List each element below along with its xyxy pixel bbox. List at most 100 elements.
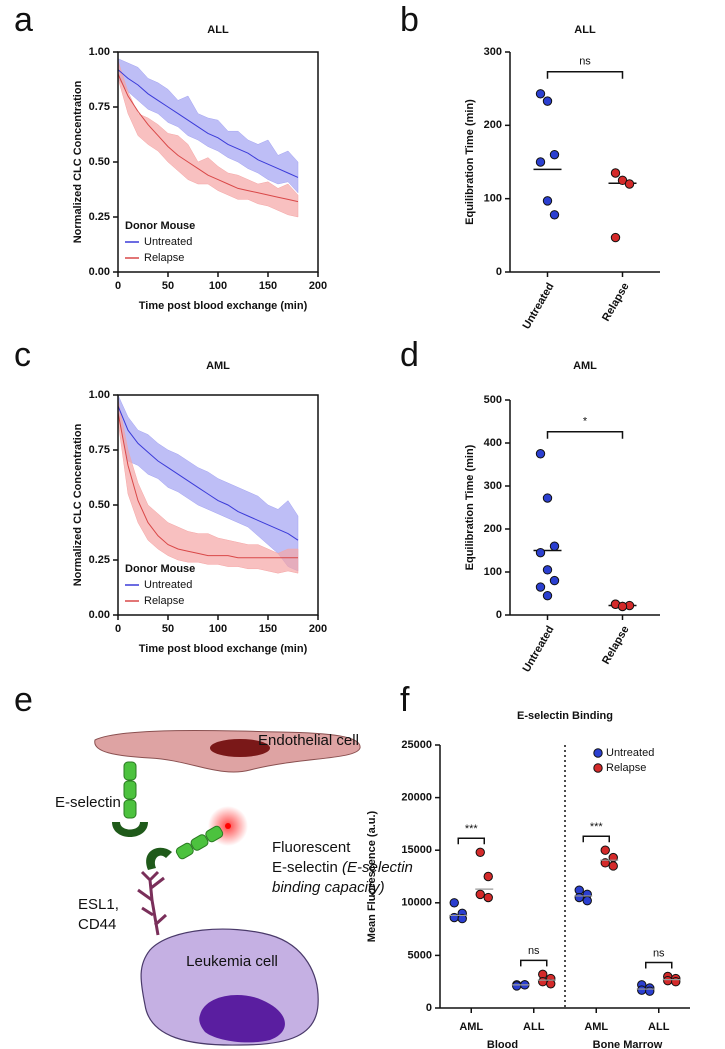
- panel-label: c: [14, 336, 31, 374]
- fluorescent-e-selectin: [175, 825, 224, 860]
- point: [542, 493, 553, 503]
- chart-title: AML: [573, 360, 597, 372]
- label: Fluorescent: [272, 839, 351, 856]
- significance: ns: [653, 947, 665, 959]
- leukemia-nucleus: [199, 995, 285, 1043]
- x-tick-label: ALL: [648, 1021, 670, 1033]
- bracket: [582, 835, 610, 843]
- x-tick-label: 50: [162, 623, 174, 635]
- significance: *: [583, 416, 588, 428]
- y-tick-label: 200: [484, 119, 502, 131]
- point: [549, 541, 560, 551]
- x-tick-label: 50: [162, 280, 174, 292]
- y-tick-label: 100: [484, 193, 502, 205]
- y-tick-label: 300: [484, 480, 502, 492]
- y-tick-label: 100: [484, 566, 502, 578]
- point: [617, 601, 628, 612]
- point: [449, 898, 459, 908]
- chart-title: E-selectin Binding: [517, 710, 613, 722]
- y-tick-label: 0.25: [89, 554, 110, 566]
- y-tick-label: 0.50: [89, 499, 110, 511]
- significance: ***: [590, 821, 604, 833]
- point: [483, 892, 493, 903]
- legend-label: Untreated: [144, 579, 192, 591]
- bracket: [546, 431, 624, 439]
- group-label: Blood: [487, 1039, 518, 1049]
- band: [117, 58, 299, 194]
- legend-title: Donor Mouse: [125, 220, 195, 232]
- y-tick-label: 0.50: [89, 156, 110, 168]
- receptor: [137, 870, 168, 936]
- point: [671, 977, 681, 987]
- label: E-selectin (E-selectin: [272, 859, 413, 876]
- legend-title: Donor Mouse: [125, 563, 195, 575]
- point: [542, 565, 553, 575]
- bracket: [520, 959, 548, 967]
- line: [117, 69, 299, 178]
- y-tick-label: 0: [496, 609, 502, 621]
- y-tick-label: 10000: [401, 897, 432, 909]
- y-tick-label: 0.00: [89, 266, 110, 278]
- y-tick-label: 0: [426, 1002, 432, 1014]
- legend-label: Relapse: [144, 595, 184, 607]
- y-tick-label: 15000: [401, 844, 432, 856]
- point: [663, 975, 673, 986]
- y-tick-label: 25000: [401, 739, 432, 751]
- point: [546, 979, 556, 989]
- point: [637, 985, 647, 995]
- point: [475, 847, 485, 858]
- y-tick-label: 0: [496, 266, 502, 278]
- point: [549, 210, 560, 220]
- y-tick-label: 5000: [408, 949, 432, 961]
- x-axis-label: Time post blood exchange (min): [139, 300, 308, 312]
- x-tick-label: 0: [115, 623, 121, 635]
- y-tick-label: 1.00: [89, 46, 110, 58]
- label: Endothelial cell: [258, 732, 359, 749]
- point: [538, 977, 548, 987]
- legend-label: Relapse: [144, 252, 184, 264]
- point: [535, 157, 546, 167]
- significance: ns: [579, 56, 591, 68]
- x-tick-label: ALL: [523, 1021, 545, 1033]
- point: [610, 232, 621, 243]
- y-tick-label: 0.25: [89, 211, 110, 223]
- label: (E-selectin: [342, 859, 413, 876]
- x-tick-label: 0: [115, 280, 121, 292]
- e-selectin-head: [146, 847, 172, 870]
- y-axis-label: Mean Fluorescence (a.u.): [366, 810, 378, 942]
- x-tick-label: 100: [209, 623, 227, 635]
- point: [535, 89, 546, 99]
- bracket: [645, 961, 673, 969]
- point: [624, 179, 635, 189]
- endothelial-nucleus: [210, 739, 270, 757]
- significance: ***: [465, 823, 479, 835]
- e-selectin-head: [112, 822, 148, 837]
- panel-label: f: [400, 681, 410, 719]
- y-tick-label: 20000: [401, 792, 432, 804]
- legend-label: Untreated: [144, 236, 192, 248]
- point: [475, 889, 485, 900]
- x-tick-label: AML: [584, 1021, 608, 1033]
- x-tick-label: Relapse: [600, 624, 631, 667]
- chart-title: ALL: [207, 24, 229, 36]
- point: [512, 981, 522, 991]
- point: [600, 845, 610, 855]
- line: [117, 405, 299, 541]
- y-axis-label: Normalized CLC Concentration: [72, 80, 84, 243]
- band: [117, 399, 299, 574]
- x-axis-label: Time post blood exchange (min): [139, 643, 308, 655]
- legend-swatch: [593, 748, 603, 758]
- e-selectin: [123, 761, 137, 819]
- point: [645, 986, 655, 996]
- label: E-selectin: [272, 859, 338, 876]
- y-tick-label: 300: [484, 46, 502, 58]
- y-axis-label: Normalized CLC Concentration: [72, 423, 84, 586]
- point: [535, 547, 546, 558]
- x-tick-label: Relapse: [600, 281, 631, 324]
- y-tick-label: 200: [484, 523, 502, 535]
- point: [483, 871, 493, 882]
- band: [117, 60, 299, 218]
- label: ESL1,: [78, 896, 119, 913]
- significance: ns: [528, 945, 540, 957]
